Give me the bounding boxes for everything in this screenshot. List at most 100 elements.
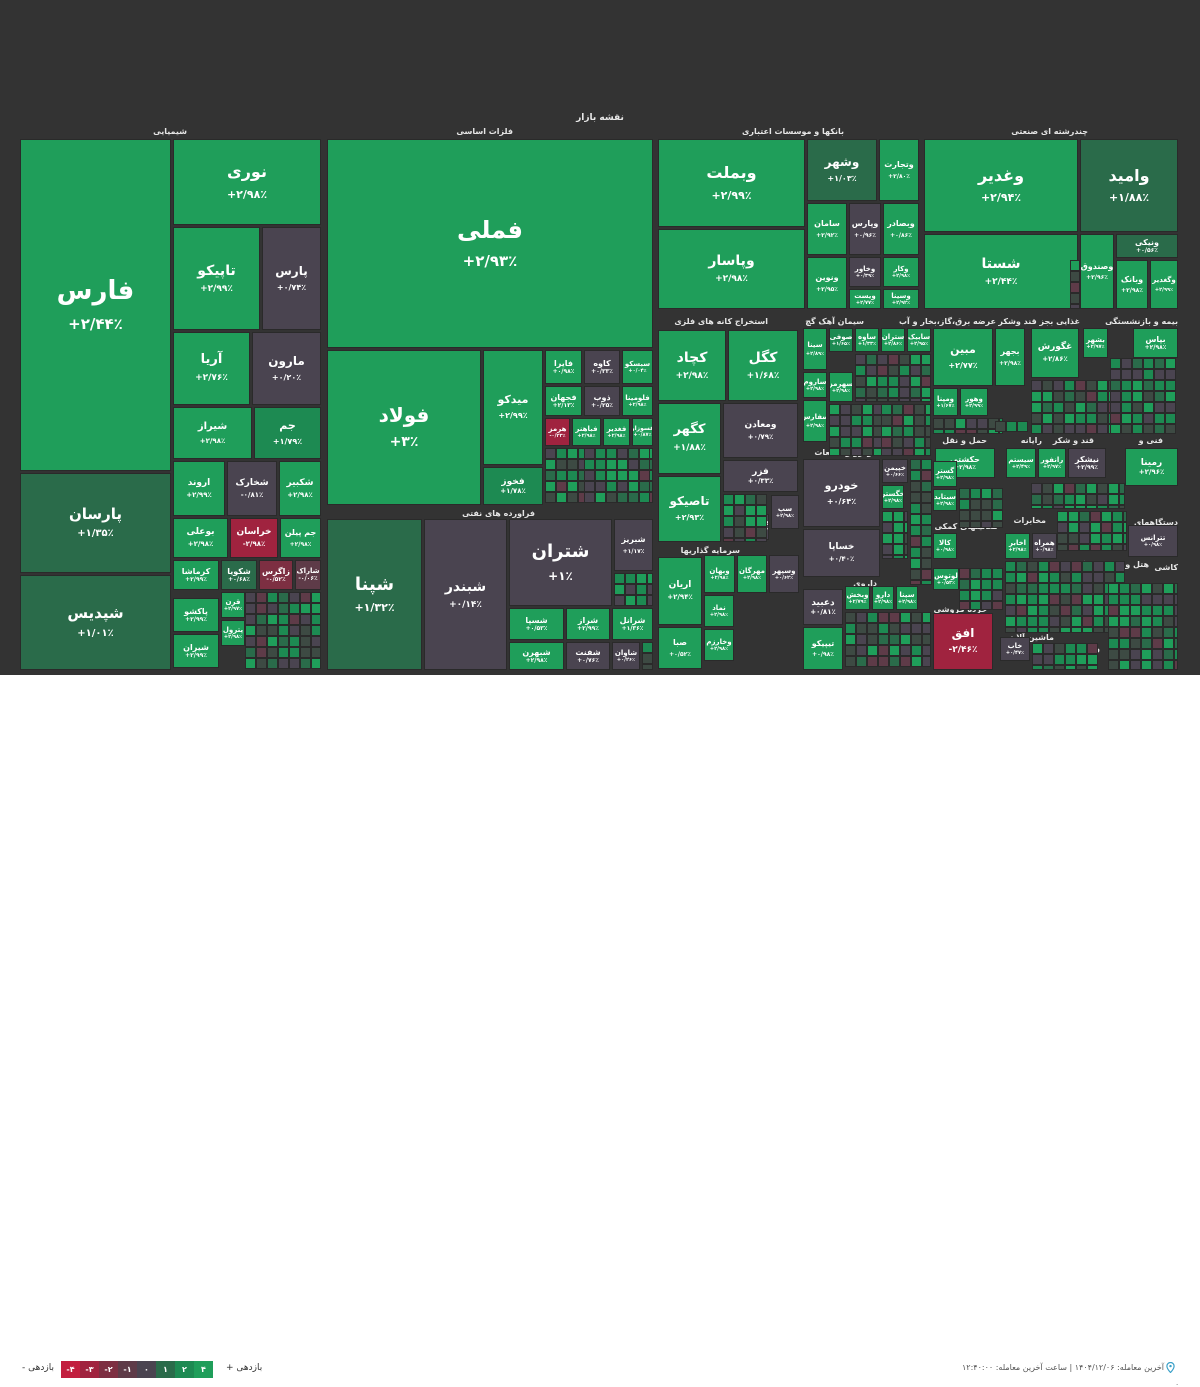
small-tile[interactable] (889, 656, 900, 667)
tile-15[interactable]: جم پیلن +۲/۹۸٪ (280, 518, 321, 558)
small-tile[interactable] (1086, 424, 1097, 434)
tile-78[interactable]: صوفی +۱/۶۵٪ (829, 328, 853, 352)
small-tile[interactable] (628, 459, 639, 470)
small-tile[interactable] (595, 459, 606, 470)
tile-30[interactable]: سبسکو +۰/۰۴٪ (622, 350, 653, 384)
small-tile[interactable] (245, 614, 256, 625)
small-tile[interactable] (1112, 522, 1123, 533)
small-tile[interactable] (1104, 561, 1115, 572)
tile-109[interactable]: گستر +۲/۹۸٪ (933, 461, 957, 487)
tile-1[interactable]: نوری +۲/۹۸٪ (173, 139, 321, 225)
small-tile[interactable] (1049, 627, 1060, 633)
small-tile[interactable] (1086, 505, 1097, 509)
small-tile[interactable] (606, 481, 617, 492)
tile-21[interactable]: قرن +۲/۹۷٪ (221, 592, 245, 618)
small-tile[interactable] (992, 521, 1003, 528)
small-tile[interactable] (745, 505, 756, 516)
small-tile[interactable] (888, 398, 899, 402)
small-tile[interactable] (545, 459, 556, 470)
small-tile[interactable] (1049, 561, 1060, 572)
small-tile[interactable] (1104, 572, 1115, 583)
small-tile[interactable] (900, 634, 911, 645)
small-tile[interactable] (903, 404, 914, 415)
small-tile[interactable] (1087, 654, 1098, 665)
small-tile[interactable] (289, 592, 300, 603)
small-tile[interactable] (851, 426, 862, 437)
small-tile[interactable] (1097, 391, 1108, 402)
tile-35[interactable]: فباهنر +۲/۹۸٪ (572, 418, 601, 446)
small-tile[interactable] (1042, 402, 1053, 413)
small-tile[interactable] (867, 612, 878, 623)
tile-100[interactable]: وبهان +۲/۹۸٪ (704, 555, 735, 593)
small-tile[interactable] (1087, 665, 1098, 670)
small-tile[interactable] (904, 555, 908, 559)
small-tile[interactable] (300, 603, 311, 614)
small-tile[interactable] (1016, 583, 1027, 594)
small-tile[interactable] (756, 505, 767, 516)
small-tile[interactable] (1119, 660, 1130, 670)
small-tile[interactable] (1132, 380, 1143, 391)
small-tile[interactable] (647, 584, 653, 595)
small-tile[interactable] (734, 527, 745, 538)
small-tile[interactable] (1016, 627, 1027, 633)
small-tile[interactable] (245, 647, 256, 658)
tile-56[interactable]: وبصادر +۰/۸۶٪ (883, 203, 919, 255)
small-tile[interactable] (584, 470, 595, 481)
small-tile[interactable] (921, 354, 931, 365)
tile-82[interactable]: سهرمز +۲/۹۸٪ (829, 372, 853, 402)
tile-46[interactable]: شرانل +۱/۳۶٪ (612, 608, 653, 640)
small-tile[interactable] (267, 658, 278, 669)
tile-89[interactable]: بشهر +۲/۹۷٪ (1083, 328, 1108, 358)
tile-57[interactable]: ونوین +۲/۹۵٪ (807, 257, 847, 309)
small-tile[interactable] (921, 470, 932, 481)
small-tile[interactable] (1152, 605, 1163, 616)
small-tile[interactable] (862, 448, 873, 456)
small-tile[interactable] (966, 418, 977, 429)
small-tile[interactable] (921, 569, 932, 580)
small-tile[interactable] (911, 612, 922, 623)
small-tile[interactable] (278, 614, 289, 625)
small-tile[interactable] (628, 470, 639, 481)
small-tile[interactable] (1057, 511, 1068, 522)
small-tile[interactable] (1079, 544, 1090, 551)
small-tile[interactable] (1154, 413, 1165, 424)
small-tile[interactable] (1082, 594, 1093, 605)
small-tile[interactable] (910, 558, 921, 569)
small-tile[interactable] (903, 426, 914, 437)
small-tile[interactable] (1143, 424, 1154, 434)
small-tile[interactable] (1042, 424, 1053, 434)
small-tile[interactable] (1006, 421, 1017, 432)
small-tile[interactable] (992, 568, 1003, 579)
small-tile[interactable] (1119, 594, 1130, 605)
small-tile[interactable] (1070, 271, 1080, 282)
tile-7[interactable]: جم +۱/۷۹٪ (254, 407, 321, 459)
small-tile[interactable] (1027, 605, 1038, 616)
small-tile[interactable] (892, 437, 903, 448)
tile-116[interactable]: سینا +۲/۹۸٪ (896, 586, 918, 610)
small-tile[interactable] (910, 536, 921, 547)
small-tile[interactable] (1132, 424, 1143, 434)
small-tile[interactable] (1031, 505, 1042, 509)
small-tile[interactable] (1154, 402, 1165, 413)
small-tile[interactable] (289, 647, 300, 658)
tile-23[interactable]: شیران +۲/۹۹٪ (173, 634, 219, 668)
small-tile[interactable] (1121, 358, 1132, 369)
tile-107[interactable]: تیپیکو +۰/۹۸٪ (803, 627, 843, 670)
tile-111[interactable]: اخابر +۲/۹۸٪ (1005, 533, 1030, 559)
small-tile[interactable] (1038, 616, 1049, 627)
tile-80[interactable]: ستران +۲/۸۶٪ (881, 328, 905, 352)
small-tile[interactable] (921, 547, 932, 558)
small-tile[interactable] (1093, 572, 1104, 583)
small-tile[interactable] (1090, 522, 1101, 533)
small-tile[interactable] (636, 595, 647, 606)
small-tile[interactable] (723, 494, 734, 505)
small-tile[interactable] (1060, 627, 1071, 633)
small-tile[interactable] (911, 656, 922, 667)
small-tile[interactable] (881, 404, 892, 415)
tile-17[interactable]: شکویا +۰/۶۸٪ (221, 560, 257, 590)
tile-60[interactable]: ویست +۲/۷۷٪ (849, 289, 881, 309)
small-tile[interactable] (1027, 561, 1038, 572)
small-tile[interactable] (970, 601, 981, 610)
small-tile[interactable] (1053, 402, 1064, 413)
small-tile[interactable] (606, 470, 617, 481)
